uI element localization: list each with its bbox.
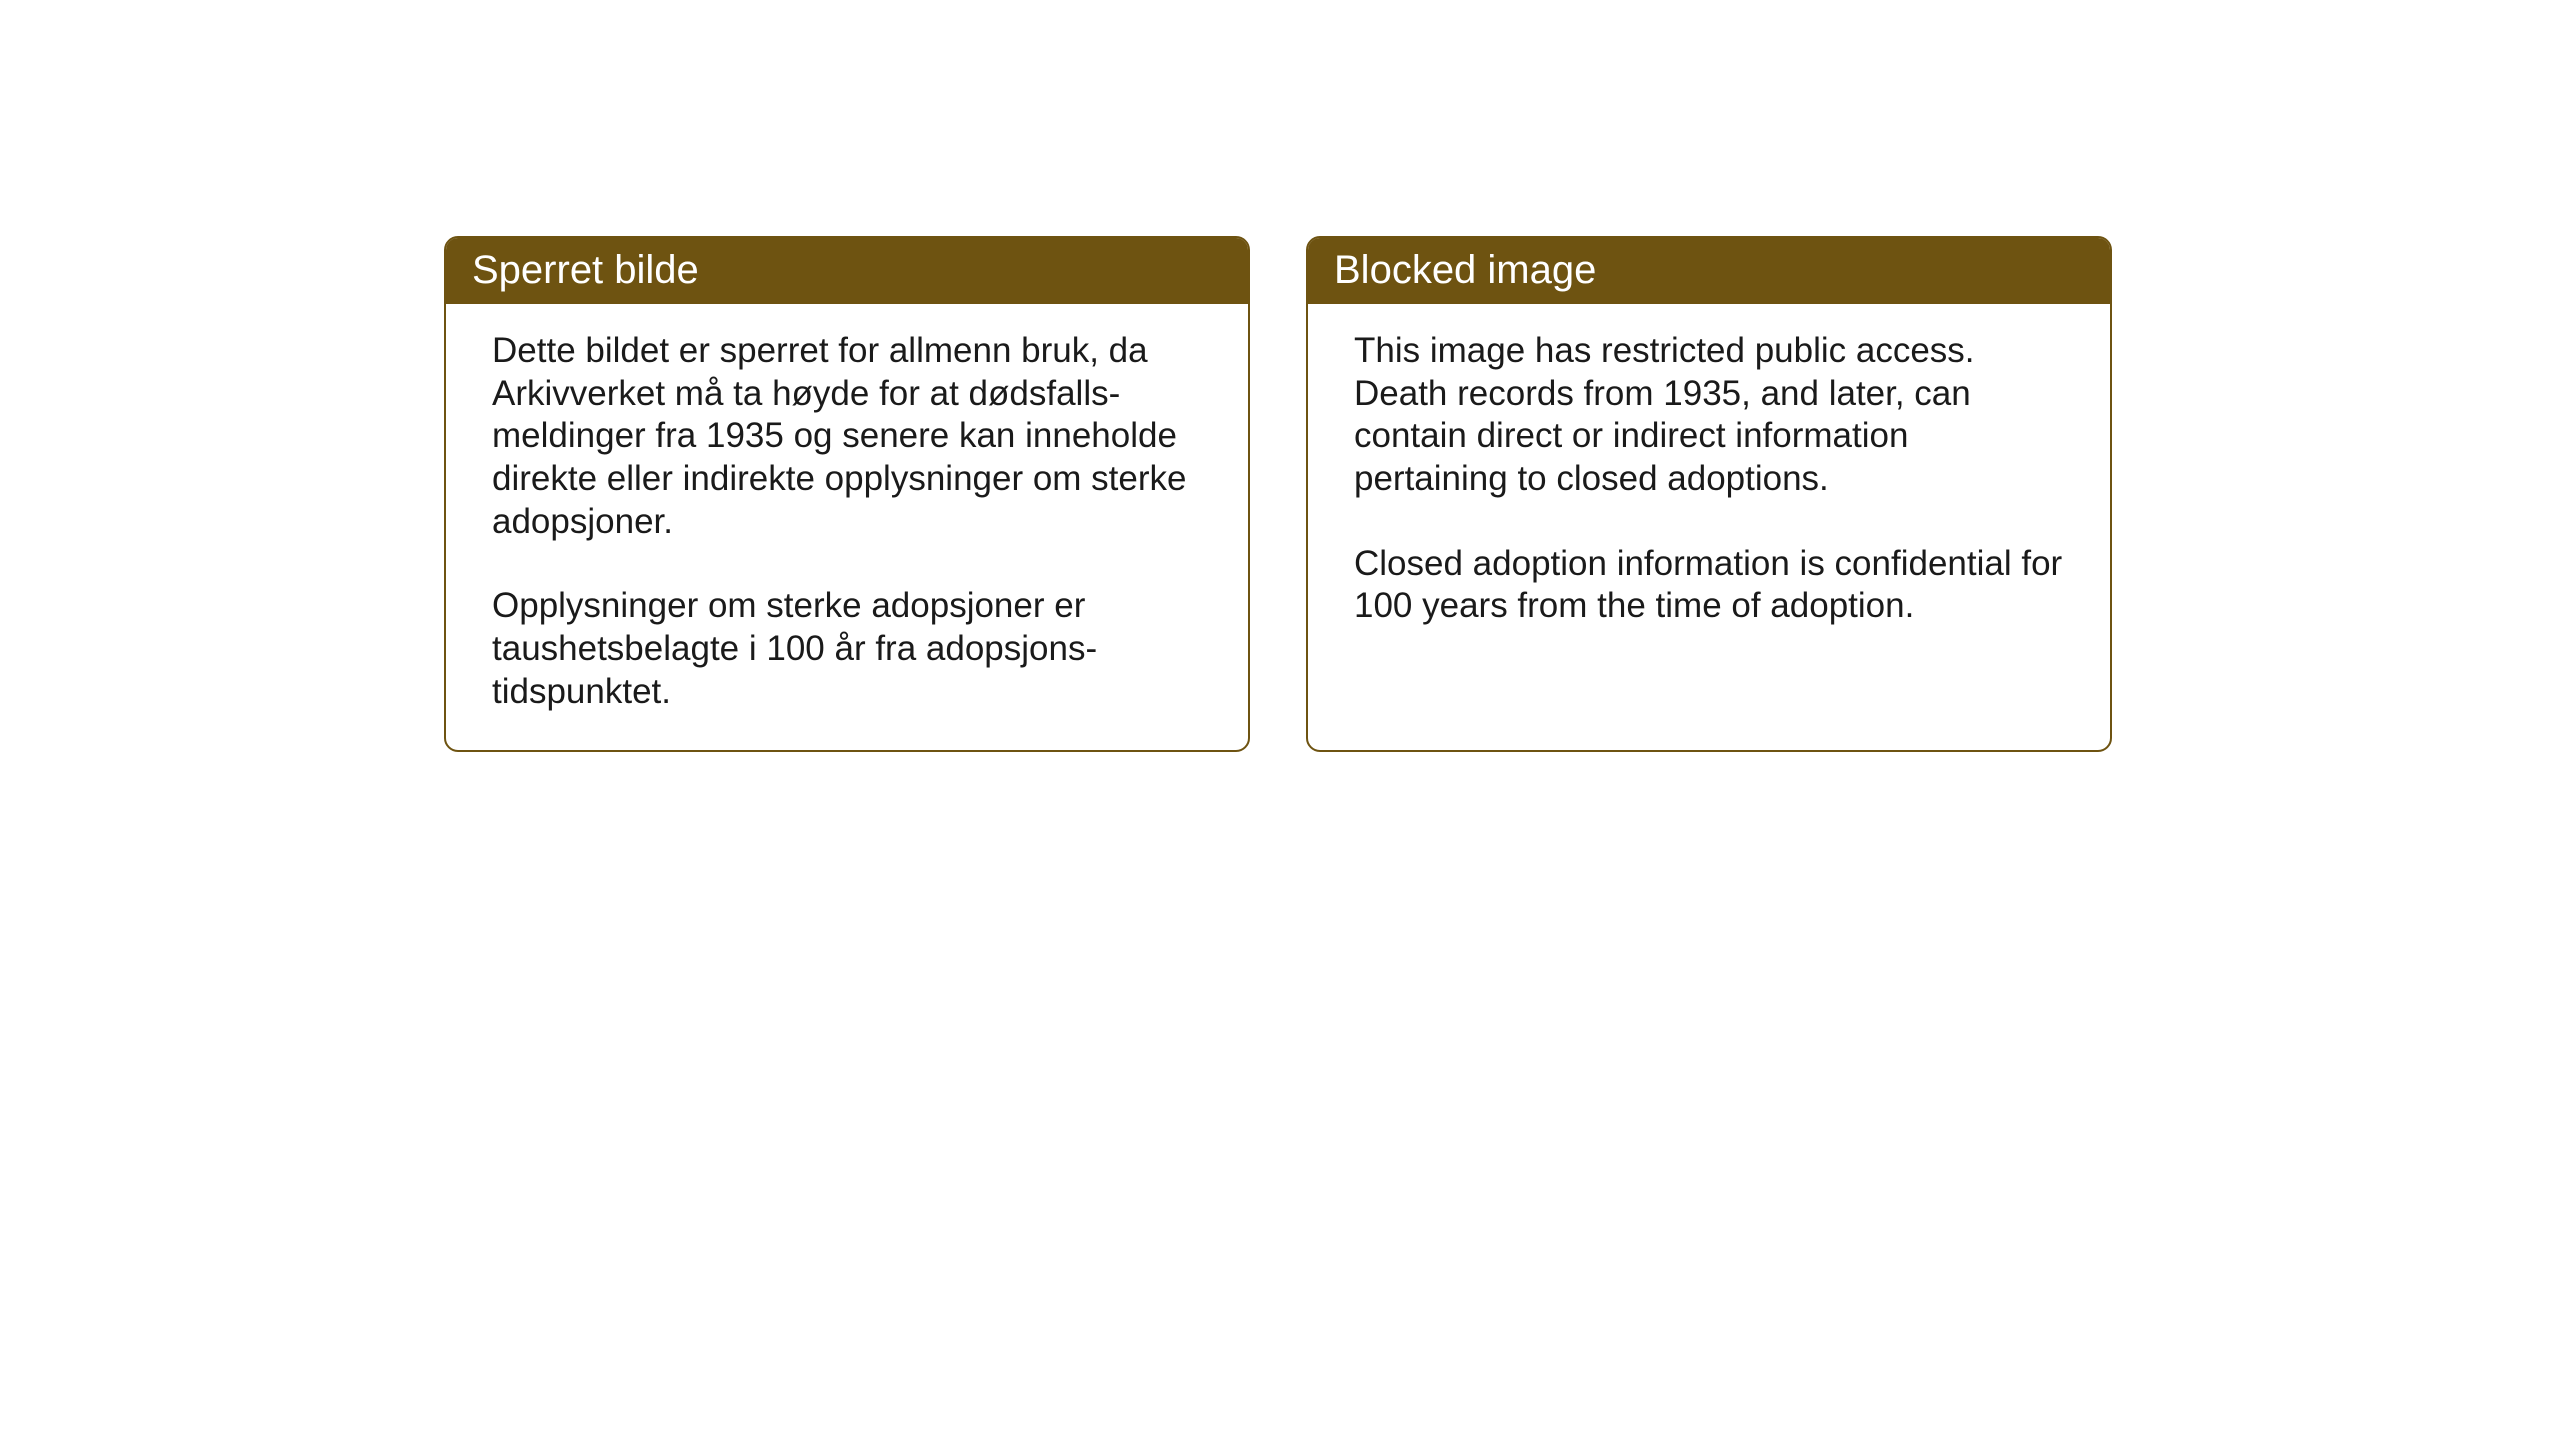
notice-paragraph: Dette bildet er sperret for allmenn bruk… bbox=[492, 330, 1208, 543]
notice-title-norwegian: Sperret bilde bbox=[446, 238, 1248, 304]
notice-body-norwegian: Dette bildet er sperret for allmenn bruk… bbox=[446, 304, 1248, 750]
notice-container: Sperret bilde Dette bildet er sperret fo… bbox=[444, 236, 2112, 752]
notice-paragraph: Opplysninger om sterke adopsjoner er tau… bbox=[492, 585, 1208, 713]
notice-paragraph: This image has restricted public access.… bbox=[1354, 330, 2070, 501]
notice-card-norwegian: Sperret bilde Dette bildet er sperret fo… bbox=[444, 236, 1250, 752]
notice-card-english: Blocked image This image has restricted … bbox=[1306, 236, 2112, 752]
notice-title-english: Blocked image bbox=[1308, 238, 2110, 304]
notice-paragraph: Closed adoption information is confident… bbox=[1354, 543, 2070, 628]
notice-body-english: This image has restricted public access.… bbox=[1308, 304, 2110, 750]
